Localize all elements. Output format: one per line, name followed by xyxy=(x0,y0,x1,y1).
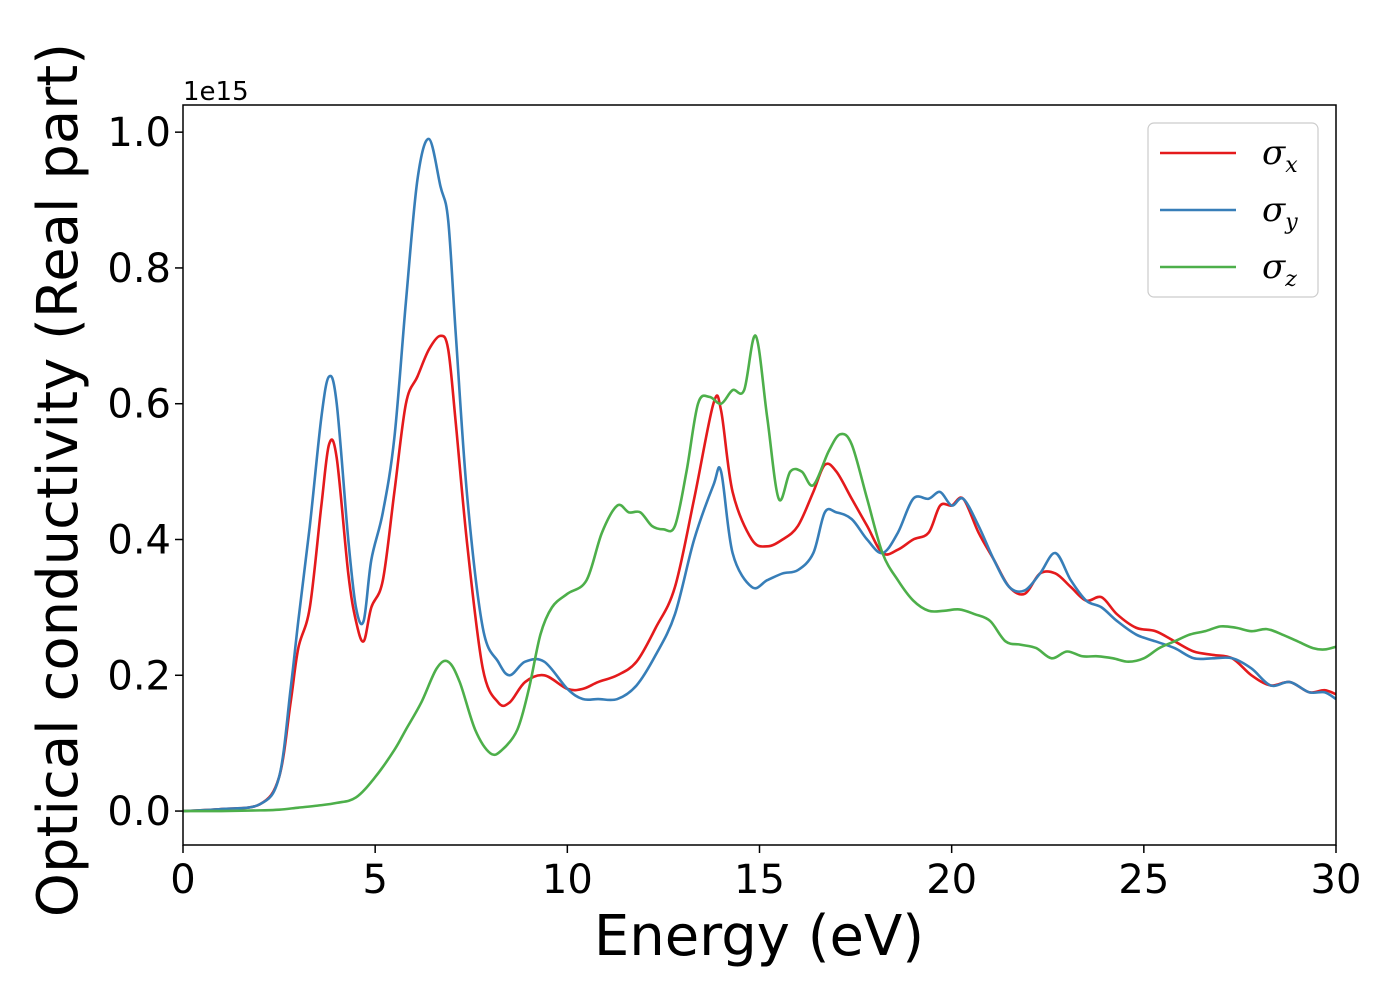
legend-label-z: σz xyxy=(1262,247,1297,292)
legend-symbol: σ xyxy=(1262,133,1286,173)
series-line-z xyxy=(182,334,1337,813)
legend-symbol: σ xyxy=(1262,247,1286,287)
y-axis: 0.0 0.2 0.4 0.6 0.8 1.0 xyxy=(107,110,183,835)
legend-label-x: σx xyxy=(1262,133,1298,178)
x-axis: 0 5 10 15 20 25 30 xyxy=(170,845,1361,903)
y-tick-label: 0.4 xyxy=(107,517,171,563)
x-tick-label: 25 xyxy=(1118,857,1169,903)
plot-lines xyxy=(182,137,1337,813)
y-axis-offset-label: 1e15 xyxy=(183,77,249,107)
x-axis-label: Energy (eV) xyxy=(594,904,924,969)
x-tick-label: 5 xyxy=(362,857,387,903)
y-tick-label: 0.6 xyxy=(107,382,171,428)
y-tick-label: 1.0 xyxy=(107,110,171,156)
legend-label-y: σy xyxy=(1262,190,1298,235)
y-tick-label: 0.0 xyxy=(107,789,171,835)
x-tick-label: 10 xyxy=(542,857,593,903)
series-line-x xyxy=(182,334,1337,813)
legend-subscript: y xyxy=(1284,210,1298,235)
y-tick-label: 0.8 xyxy=(107,246,171,292)
legend-subscript: z xyxy=(1284,267,1297,292)
x-tick-label: 15 xyxy=(734,857,785,903)
x-tick-label: 30 xyxy=(1311,857,1362,903)
y-tick-label: 0.2 xyxy=(107,653,171,699)
legend-symbol: σ xyxy=(1262,190,1286,230)
legend-subscript: x xyxy=(1285,153,1298,178)
y-axis-label: Optical conductivity (Real part) xyxy=(26,43,91,917)
x-tick-label: 0 xyxy=(170,857,195,903)
series-line-y xyxy=(182,137,1337,813)
x-tick-label: 20 xyxy=(926,857,977,903)
